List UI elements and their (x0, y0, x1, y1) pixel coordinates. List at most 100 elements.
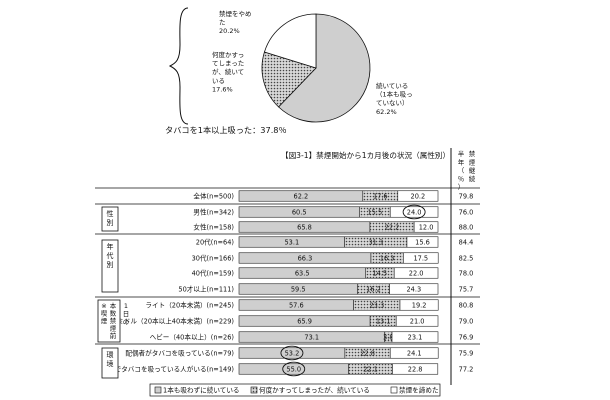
bar-segment (406, 236, 439, 248)
row-label: ライト（20本未満）(n=245) (145, 300, 234, 309)
row-label: 50才以上(n=111) (178, 284, 234, 293)
bar-segment-label: 57.6 (289, 301, 304, 309)
row-right-value: 80.8 (459, 301, 474, 309)
row-right-value: 84.4 (459, 238, 474, 246)
bar-segment (395, 315, 439, 327)
group-box (101, 239, 119, 293)
legend-swatch (250, 386, 258, 394)
pie-chart: 続いている（1本も吸っていない） 62.2% 何度かすってしまったが、続いている 17… (212, 9, 413, 123)
group-label-char: 別 (107, 218, 114, 227)
bar-segment (413, 221, 439, 233)
row-label: 30代(n=166) (192, 253, 234, 262)
bar-segment-label: 17.5 (413, 254, 428, 262)
row-right-value: 79.8 (459, 192, 474, 200)
pie-slice (277, 13, 371, 123)
legend-swatch (390, 386, 398, 394)
bar-segment-label: 19.2 (412, 301, 427, 309)
row-right-value: 88.0 (459, 223, 474, 231)
legend: 1本も吸わずに続いている 何度かすってしまったが、続いている 禁煙を諦めた (149, 383, 441, 397)
row-label: ミドル（20本以上40本未満）(n=229) (117, 316, 234, 325)
bar-segment-label: 22.2 (385, 223, 400, 231)
group-box (97, 299, 121, 343)
legend-label: 何度かすってしまったが、続いている (259, 386, 370, 395)
row-right-value: 76.9 (459, 333, 474, 341)
right-header-char: 続 (469, 174, 476, 183)
pie-brace (168, 7, 189, 125)
legend-swatch (154, 386, 162, 394)
row-label: 女性(n=158) (193, 222, 234, 231)
bar-segment-label: 22.8 (360, 349, 375, 357)
bar-segment-label: 16.3 (380, 254, 395, 262)
highlight-circle (280, 345, 304, 361)
bar-segment-label: 13.1 (376, 317, 391, 325)
bar-segment-label: 22.0 (409, 269, 424, 277)
group-label-char: 禁 (110, 317, 117, 325)
group-label-char: 境 (107, 359, 114, 368)
bar-segment-label: 14.5 (372, 269, 387, 277)
bar-segment (392, 363, 439, 375)
highlight-circle (282, 361, 306, 377)
row-right-value: 79.0 (459, 317, 474, 325)
right-header-char: 年 (458, 157, 465, 166)
bar-segment-label: 24.3 (406, 285, 421, 293)
bar-area: 全体(n=500) 62.2 17.6 20.2 79.8男性(n=342) 60.5 15… (95, 187, 480, 377)
row-right-value: 75.7 (459, 285, 474, 293)
row-label: 男性(n=342) (193, 207, 234, 216)
bar-segment-label: 73.1 (304, 333, 319, 341)
right-header-char: 煙 (469, 157, 476, 166)
bar-segment-label: 53.1 (284, 238, 299, 246)
bar-segment-label: 22.1 (363, 365, 378, 373)
row-label: 20代(n=64) (196, 237, 234, 246)
group-label-char: 喫 (101, 309, 108, 318)
bar-segment-label: 53.2 (285, 349, 300, 357)
bar-segment-label: 55.0 (286, 365, 301, 373)
bar-segment (397, 190, 439, 202)
bar-segment-label: 22.8 (408, 365, 423, 373)
legend-label: 禁煙を諦めた (399, 386, 439, 395)
bar-segment (389, 283, 439, 295)
right-header-char: ％ (458, 175, 465, 183)
pie-slice-label: 禁煙をやめた 20.2% (219, 9, 252, 35)
group-label-char: ※ (101, 302, 106, 310)
group-label-char: 性 (107, 209, 114, 218)
pie-slice (261, 51, 317, 108)
group-sublabel-char: 日 (123, 310, 130, 318)
bar-segment-label: 12.0 (419, 223, 434, 231)
bar-segment (391, 331, 439, 343)
group-sublabel-char: 1 (124, 302, 128, 310)
bar-segment-label: 24.0 (407, 208, 422, 216)
bar-segment-label: 66.3 (298, 254, 313, 262)
bar-segment (389, 347, 439, 359)
bar-segment-label: 31.3 (368, 238, 383, 246)
pie-slice-label: 続いている（1本も吸っていない） 62.2% (376, 81, 413, 116)
group-box (101, 347, 119, 379)
bar-segment-label: 60.5 (292, 208, 307, 216)
row-label: 全体(n=500) (193, 191, 234, 200)
group-label-char: 別 (107, 260, 114, 269)
bar-segment-label: 23.3 (369, 301, 384, 309)
bar-segment-label: 63.5 (295, 269, 310, 277)
bar-segment (393, 267, 439, 279)
right-header-char: （ (458, 167, 465, 175)
group-label-char: 年 (107, 242, 114, 251)
group-label-char: 環 (107, 351, 114, 359)
bar-segment-label: 62.2 (294, 192, 309, 200)
bar-segment-label: 3.8 (383, 333, 394, 341)
row-label: 家族でタバコを吸っている人がいる(n=149) (101, 364, 234, 373)
highlight-circle (402, 204, 426, 220)
pie-slice-label: 何度かすってしまったが、続いている 17.6% (212, 50, 244, 93)
right-header-char: ） (458, 183, 465, 191)
row-label: ヘビー（40本以上）(n=26) (150, 332, 234, 341)
row-right-value: 75.9 (459, 349, 474, 357)
group-label-char: 煙 (101, 316, 108, 325)
right-header-char: 禁 (469, 150, 476, 158)
right-header-char: 継 (469, 166, 476, 175)
group-sublabel-char: の (123, 318, 130, 326)
bar-segment (389, 206, 439, 218)
row-label: 40代(n=159) (192, 268, 234, 277)
bar-segment-label: 65.9 (297, 317, 312, 325)
bar-segment-label: 21.0 (410, 317, 425, 325)
bar-segment-label: 65.8 (297, 223, 312, 231)
